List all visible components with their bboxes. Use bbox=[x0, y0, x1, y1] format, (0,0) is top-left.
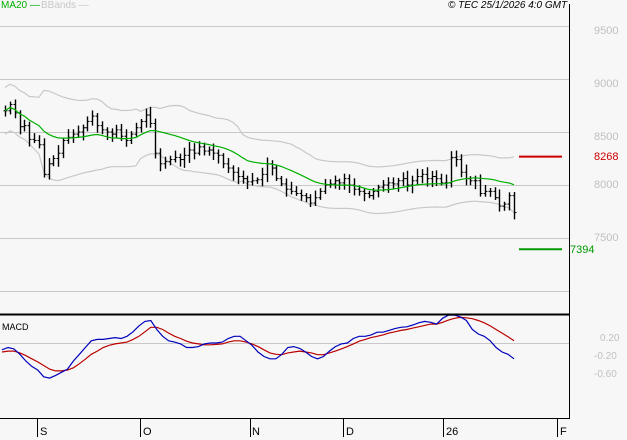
price-label-9000: 9000 bbox=[594, 78, 619, 90]
support-resistance-lines bbox=[519, 155, 562, 251]
price-gridlines bbox=[0, 26, 569, 344]
macd-label-neg0.20: -0.20 bbox=[594, 351, 617, 362]
support-label: 7394 bbox=[570, 244, 595, 256]
price-bars bbox=[3, 99, 517, 220]
legend-ma20: MA20 — bbox=[1, 0, 40, 11]
macd-title: MACD bbox=[2, 322, 29, 332]
price-label-7500: 7500 bbox=[594, 232, 619, 244]
price-label-8500: 8500 bbox=[594, 131, 619, 143]
macd-label-neg0.60: -0.60 bbox=[594, 369, 617, 380]
x-label-nov: N bbox=[252, 426, 260, 438]
resistance-label: 8268 bbox=[594, 151, 619, 163]
x-label-feb: F bbox=[560, 426, 567, 438]
x-label-dec: D bbox=[346, 426, 354, 438]
price-label-8000: 8000 bbox=[594, 179, 619, 191]
legend-bbands: BBands — bbox=[41, 0, 89, 11]
macd-label-0.20: 0.20 bbox=[600, 333, 620, 344]
x-label-2026: 26 bbox=[446, 426, 459, 438]
macd-lines bbox=[1, 314, 515, 379]
copyright-timestamp: © TEC 25/1/2026 4:0 GMT bbox=[448, 0, 568, 11]
chart-frame bbox=[0, 4, 570, 437]
bollinger-bands bbox=[4, 83, 515, 215]
x-label-oct: O bbox=[143, 426, 152, 438]
x-label-sep: S bbox=[40, 426, 48, 438]
price-label-9500: 9500 bbox=[594, 25, 619, 37]
ma20-line bbox=[4, 106, 515, 191]
